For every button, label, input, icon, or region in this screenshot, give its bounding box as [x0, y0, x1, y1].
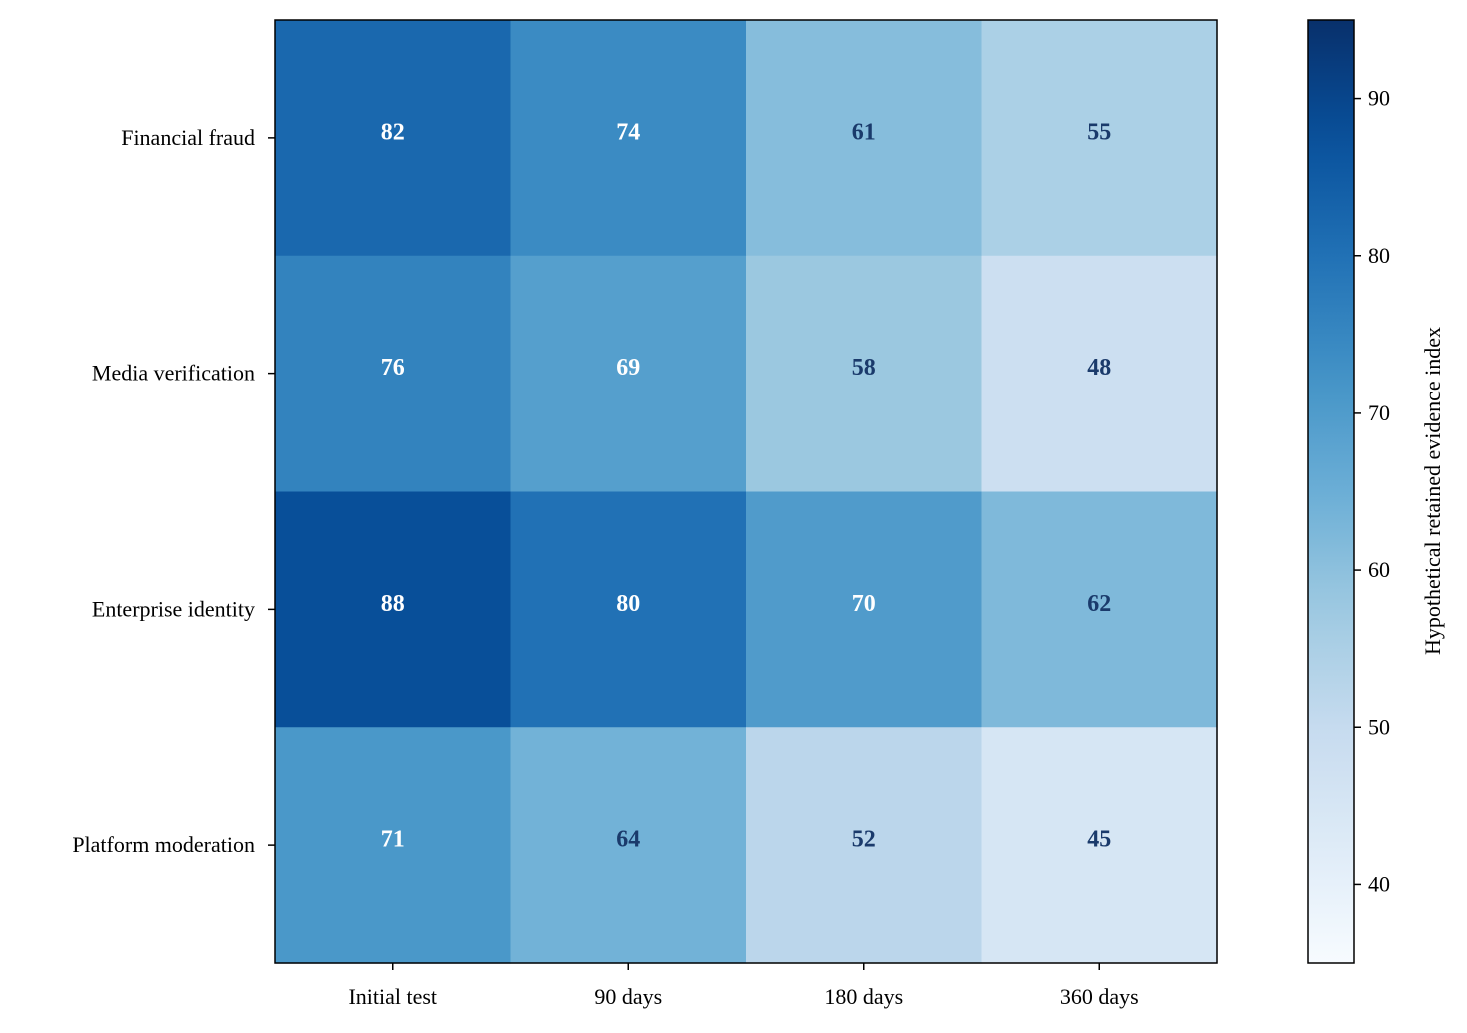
colorbar-label: Hypothetical retained evidence index — [1420, 327, 1445, 655]
x-tick-label: Initial test — [348, 984, 437, 1009]
colorbar-ticks: 40 50 60 70 80 90 — [1354, 86, 1390, 896]
cell-value-label: 80 — [616, 591, 640, 617]
heatmap-cell — [981, 20, 1218, 257]
y-tick-label: Financial fraud — [121, 125, 255, 150]
cell-value-label: 69 — [616, 355, 640, 381]
cell-value-label: 48 — [1087, 355, 1111, 381]
cell-value-label: 71 — [381, 827, 405, 853]
colorbar-tick-label: 80 — [1368, 243, 1390, 268]
x-axis: Initial test 90 days 180 days 360 days — [348, 963, 1139, 1009]
heatmap-cell — [510, 20, 747, 257]
cell-value-label: 70 — [852, 591, 876, 617]
cell-value-labels: 82 74 61 55 76 69 58 48 88 80 70 62 71 64 52 45 — [381, 119, 1112, 852]
cell-value-label: 61 — [852, 119, 876, 145]
colorbar — [1307, 19, 1355, 964]
y-tick-label: Media verification — [92, 361, 255, 386]
colorbar-tick-label: 70 — [1368, 400, 1390, 425]
heatmap-cell — [981, 491, 1218, 728]
x-tick-label: 360 days — [1060, 984, 1139, 1009]
x-tick-label: 180 days — [824, 984, 903, 1009]
cell-value-label: 58 — [852, 355, 876, 381]
heatmap-cell — [981, 255, 1218, 493]
x-tick-label: 90 days — [594, 984, 662, 1009]
cell-value-label: 88 — [381, 591, 405, 617]
cell-value-label: 62 — [1087, 591, 1111, 617]
heatmap-cell — [275, 20, 512, 257]
cell-value-label: 64 — [616, 827, 640, 853]
cell-value-label: 55 — [1087, 119, 1111, 145]
cell-value-label: 45 — [1087, 827, 1111, 853]
cell-value-label: 82 — [381, 119, 405, 145]
colorbar-tick-label: 60 — [1368, 557, 1390, 582]
heatmap-cell — [275, 255, 512, 493]
colorbar-tick-label: 40 — [1368, 871, 1390, 896]
cell-value-label: 52 — [852, 827, 876, 853]
heatmap-cell — [746, 491, 983, 728]
cell-value-label: 74 — [616, 119, 640, 145]
cell-value-label: 76 — [381, 355, 405, 381]
y-axis: Financial fraud Media verification Enterpr… — [72, 125, 275, 857]
heatmap-cells — [275, 20, 1218, 964]
heatmap-cell — [746, 727, 983, 964]
heatmap-cell — [981, 727, 1218, 964]
colorbar-tick-label: 90 — [1368, 86, 1390, 111]
heatmap-cell — [275, 727, 512, 964]
heatmap-cell — [510, 255, 747, 493]
plot-frame — [274, 19, 1218, 964]
heatmap-cell — [746, 20, 983, 257]
y-tick-label: Platform moderation — [72, 832, 255, 857]
heatmap-cell — [746, 255, 983, 493]
y-tick-label: Enterprise identity — [92, 596, 255, 621]
heatmap-cell — [510, 491, 747, 728]
heatmap-cell — [510, 727, 747, 964]
colorbar-tick-label: 50 — [1368, 714, 1390, 739]
heatmap-cell — [275, 491, 512, 728]
